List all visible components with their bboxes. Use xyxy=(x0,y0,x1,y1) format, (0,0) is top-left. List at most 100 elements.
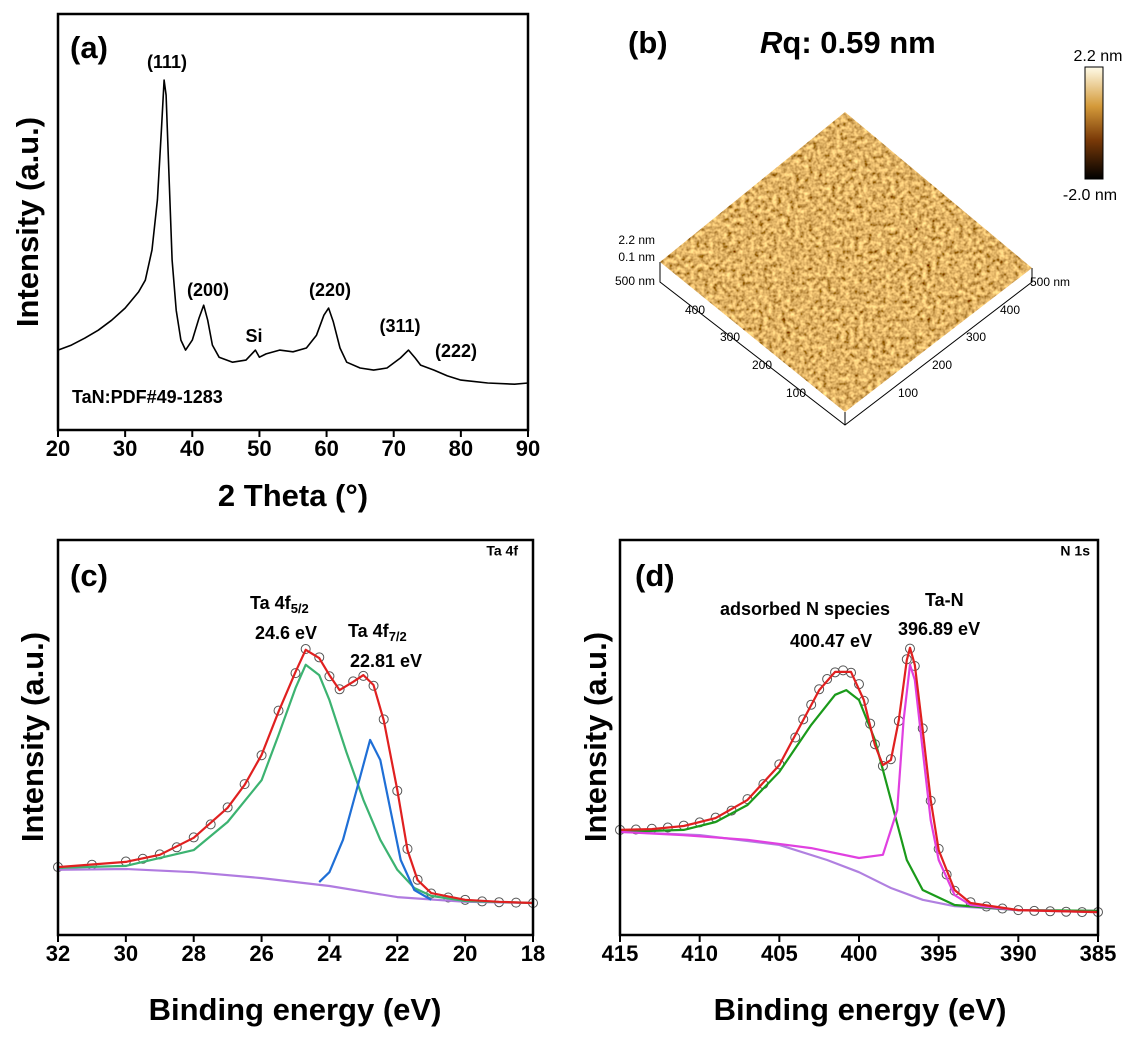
x-tick-label: 24 xyxy=(317,941,342,966)
line xyxy=(57,79,529,385)
x-tick-label: 50 xyxy=(247,436,271,461)
data-point xyxy=(798,714,809,725)
y-label: 400 xyxy=(1000,303,1020,317)
x-label: 200 xyxy=(752,358,772,372)
peak-name: Ta 4f5/2 xyxy=(250,593,309,617)
peak-name: Ta-N xyxy=(925,590,964,610)
panel-label: (d) xyxy=(635,558,675,593)
z-label: 0.1 nm xyxy=(618,250,655,264)
data-point xyxy=(334,684,345,695)
data-point xyxy=(904,643,915,654)
x-tick-label: 20 xyxy=(453,941,477,966)
data-point xyxy=(314,652,325,663)
corner-label: N 1s xyxy=(1060,543,1090,559)
data-point xyxy=(205,819,216,830)
plot-frame xyxy=(56,538,535,937)
data-point xyxy=(273,705,284,716)
x-tick-label: 80 xyxy=(449,436,473,461)
data-point xyxy=(300,644,311,655)
peak-energy: 396.89 eV xyxy=(898,619,980,639)
peak-label: (200) xyxy=(187,280,229,300)
plot-frame xyxy=(56,12,530,432)
roughness-value: q: 0.59 nm xyxy=(782,25,935,60)
roughness-symbol: R xyxy=(760,25,783,60)
plot xyxy=(53,644,538,909)
afm-surface xyxy=(660,112,1032,412)
x-tick-label: 410 xyxy=(681,941,718,966)
line xyxy=(318,738,432,901)
x-tick-label: 390 xyxy=(1000,941,1037,966)
x-label: 300 xyxy=(720,330,740,344)
x-tick-label: 20 xyxy=(46,436,70,461)
data-point xyxy=(256,750,267,761)
peak-name-sub: 7/2 xyxy=(389,629,407,644)
data-point xyxy=(814,684,825,695)
x-tick-label: 395 xyxy=(920,941,957,966)
data-point xyxy=(171,842,182,853)
data-point xyxy=(838,665,849,676)
colorbar xyxy=(1084,66,1104,180)
x-axis-title: 2 Theta (°) xyxy=(218,478,368,513)
peak-label: (111) xyxy=(147,52,187,72)
z-label: 2.2 nm xyxy=(618,233,655,247)
x-tick-label: 26 xyxy=(249,941,273,966)
peak-energy: 22.81 eV xyxy=(350,651,422,671)
panel-label: (c) xyxy=(70,558,108,593)
x-tick-label: 18 xyxy=(521,941,545,966)
x-axis-title: Binding energy (eV) xyxy=(714,992,1007,1027)
x-tick-label: 32 xyxy=(46,941,70,966)
colorbar-label: -2.0 nm xyxy=(1063,187,1117,204)
line xyxy=(57,867,534,905)
data-point xyxy=(348,676,359,687)
peak-name: Ta 4f7/2 xyxy=(348,621,407,645)
plot xyxy=(615,643,1103,918)
y-label: 300 xyxy=(966,330,986,344)
reference: TaN:PDF#49-1283 xyxy=(72,387,223,407)
line xyxy=(57,648,534,905)
line xyxy=(619,663,1099,914)
peak-label: Si xyxy=(245,326,262,346)
peak-label: (220) xyxy=(309,280,351,300)
data-point xyxy=(324,671,335,682)
corner-label: Ta 4f xyxy=(486,543,518,559)
colorbar-label: 2.2 nm xyxy=(1074,48,1123,65)
line xyxy=(619,646,1099,914)
x-label: 100 xyxy=(786,386,806,400)
x-tick-label: 60 xyxy=(314,436,338,461)
data-point xyxy=(822,674,833,685)
x-tick-label: 385 xyxy=(1080,941,1117,966)
peak-energy: 24.6 eV xyxy=(255,623,317,643)
y-label: 100 xyxy=(898,386,918,400)
data-point xyxy=(188,832,199,843)
data-point xyxy=(222,802,233,813)
x-tick-label: 40 xyxy=(180,436,204,461)
panel-label: (b) xyxy=(628,25,668,60)
y-axis-title: Intensity (a.u.) xyxy=(15,632,50,842)
data-point xyxy=(806,699,817,710)
peak-energy: 400.47 eV xyxy=(790,631,872,651)
x-tick-label: 30 xyxy=(114,941,138,966)
peak-name: adsorbed N species xyxy=(720,599,890,619)
data-point xyxy=(358,670,369,681)
roughness: Rq: 0.59 nm xyxy=(760,25,936,60)
x-label: 500 nm xyxy=(615,274,655,288)
y-label: 200 xyxy=(932,358,952,372)
line xyxy=(619,689,1099,912)
afm-image: (b) Rq: 0.59 nm 2.2 nm 0.1 nm 500 nm 400… xyxy=(615,25,1123,426)
y-axis-title: Intensity (a.u.) xyxy=(578,632,613,842)
line xyxy=(57,663,534,905)
panel-d-annotations: (d) N 1s adsorbed N species 400.47 eV Ta… xyxy=(635,543,1090,651)
peak-name-sub: 5/2 xyxy=(291,601,309,616)
y-axis-title: Intensity (a.u.) xyxy=(10,117,45,327)
peak-label: (311) xyxy=(379,316,420,336)
x-tick-label: 405 xyxy=(761,941,798,966)
x-tick-label: 22 xyxy=(385,941,409,966)
panel-a-annotations: (a) (111) (200) Si (220) (311) (222) TaN… xyxy=(70,30,477,407)
data-point xyxy=(239,779,250,790)
x-axis-title: Binding energy (eV) xyxy=(149,992,442,1027)
data-point xyxy=(290,668,301,679)
line xyxy=(619,830,1099,912)
peak-name-main: Ta 4f xyxy=(348,621,390,641)
plot xyxy=(57,79,529,385)
